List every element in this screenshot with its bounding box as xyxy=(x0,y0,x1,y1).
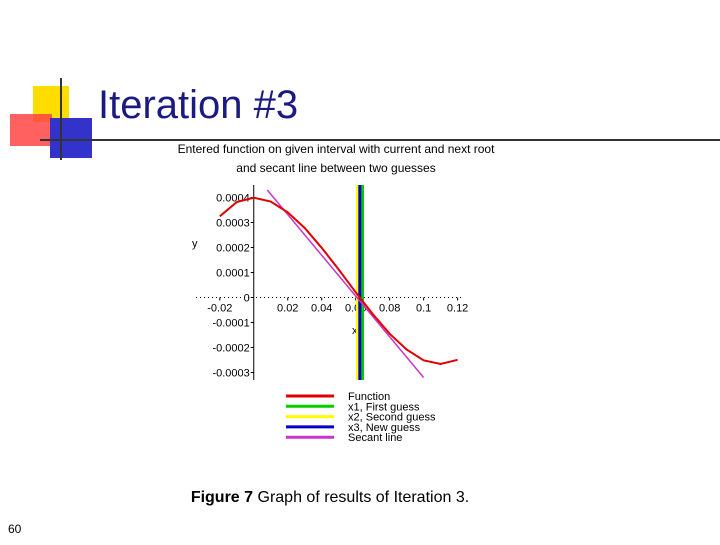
caption-label: Figure 7 xyxy=(191,489,253,506)
slide-title: Iteration #3 xyxy=(98,83,298,127)
chart-title: and secant line between two guesses xyxy=(236,161,435,175)
y-tick-label: 0.0001 xyxy=(216,268,250,280)
series-line xyxy=(219,196,458,366)
caption: Figure 7 Graph of results of Iteration 3… xyxy=(191,489,469,506)
decor-square xyxy=(50,118,92,158)
series-line xyxy=(266,189,425,378)
legend-label: x3, New guess xyxy=(348,422,421,434)
decor-square xyxy=(10,114,52,146)
y-tick-label: 0.0003 xyxy=(216,218,250,230)
x-tick-label: 0.02 xyxy=(277,303,298,315)
legend-label: x2, Second guess xyxy=(348,412,436,424)
legend-label: x1, First guess xyxy=(348,401,420,413)
y-tick-label: -0.0003 xyxy=(212,368,249,380)
x-tick-label: 0.1 xyxy=(416,303,431,315)
y-axis-label: y xyxy=(192,238,198,250)
x-tick-label: 0.08 xyxy=(379,303,400,315)
y-tick-label: -0.0002 xyxy=(212,343,249,355)
caption-text: Graph of results of Iteration 3. xyxy=(258,489,470,506)
legend-label: Secant line xyxy=(348,432,402,444)
x-tick-label: 0.12 xyxy=(447,303,468,315)
y-tick-label: 0.0004 xyxy=(216,193,250,205)
x-axis-label: x xyxy=(352,325,358,337)
chart-title: Entered function on given interval with … xyxy=(178,142,496,156)
x-tick-label: -0.02 xyxy=(207,303,232,315)
page-number: 60 xyxy=(8,522,22,536)
x-tick-label: 0.04 xyxy=(311,303,332,315)
y-tick-label: 0.0002 xyxy=(216,243,250,255)
legend-label: Function xyxy=(348,391,390,403)
y-tick-label: 0 xyxy=(244,293,250,305)
y-tick-label: -0.0001 xyxy=(212,318,249,330)
